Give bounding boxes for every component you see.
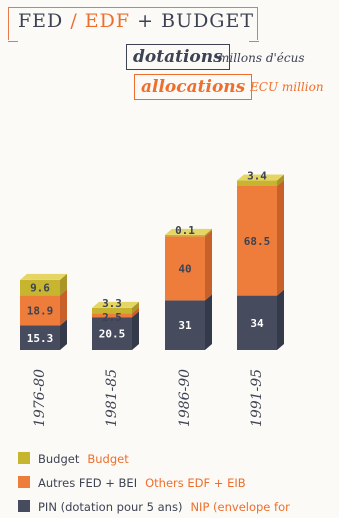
bar-segment-side: [60, 273, 67, 296]
bar-segment: [20, 325, 60, 350]
legend-swatch-budget: [18, 452, 30, 464]
bar-segment-side: [132, 311, 139, 350]
data-label: 31: [178, 319, 192, 332]
legend-label-fr: Autres FED + BEI: [38, 476, 138, 490]
title-fed: FED: [18, 10, 64, 32]
title-slash: /: [70, 10, 78, 32]
dotations-box: dotations: [126, 44, 230, 70]
x-tick-label: 1986-90: [177, 369, 193, 427]
bar-segment-side: [132, 301, 139, 314]
bar-segment-side: [277, 180, 284, 296]
bar-segment-side: [205, 228, 212, 237]
bar-segment: [20, 295, 60, 326]
legend-swatch-others: [18, 476, 30, 488]
bar-top-face: [92, 301, 139, 308]
bar-segment-side: [277, 174, 284, 186]
x-tick-label: 1976-80: [32, 369, 48, 427]
title-budget: + BUDGET: [137, 10, 255, 32]
data-label: 68.5: [244, 235, 271, 248]
data-label: 3.3: [102, 297, 122, 310]
bar-segment: [92, 307, 132, 314]
bar-segment: [237, 180, 277, 186]
bar-segment-side: [60, 289, 67, 326]
x-tick-label: 1991-95: [249, 369, 265, 427]
data-label: 34: [250, 317, 264, 330]
legend-item-others: Autres FED + BEI Others EDF + EIB: [18, 476, 246, 490]
bar-segment-side: [60, 319, 67, 350]
bar-segment-side: [205, 294, 212, 350]
bar-segment: [92, 317, 132, 350]
title-bracket: [7, 7, 259, 42]
bar-segment: [237, 295, 277, 350]
x-tick-label: 1981-85: [104, 369, 120, 427]
legend-label-en: Others EDF + EIB: [145, 476, 246, 490]
dotations-unit: millons d'écus: [218, 51, 305, 65]
bar-segment: [165, 300, 205, 350]
bar-segment: [92, 313, 132, 318]
bar-top-face: [237, 174, 284, 181]
legend-label-en: Budget: [87, 452, 129, 466]
legend-label-en: NIP (envelope for: [190, 500, 290, 514]
bar-segment: [237, 186, 277, 296]
legend-label-fr: PIN (dotation pour 5 ans): [38, 500, 183, 514]
allocations-unit: ECU million: [250, 80, 324, 94]
title-edf: EDF: [84, 10, 131, 32]
data-label: 2.5: [102, 311, 122, 324]
legend-item-budget: Budget Budget: [18, 452, 129, 466]
legend-item-pin: PIN (dotation pour 5 ans) NIP (envelope f…: [18, 500, 290, 514]
data-label: 0.1: [175, 224, 195, 237]
legend-label-fr: Budget: [38, 452, 80, 466]
bar-segment-side: [132, 307, 139, 318]
allocations-box: allocations: [134, 74, 253, 100]
data-label: 3.4: [247, 170, 267, 183]
data-label: 9.6: [30, 282, 50, 295]
bar-top-face: [165, 228, 212, 235]
data-label: 20.5: [99, 328, 126, 341]
data-label: 18.9: [27, 304, 54, 317]
chart-title: FED / EDF + BUDGET: [18, 10, 254, 32]
bar-segment-side: [277, 289, 284, 350]
bar-segment: [165, 236, 205, 301]
bar-segment-side: [205, 230, 212, 301]
bar-segment: [20, 279, 60, 296]
data-label: 15.3: [27, 332, 54, 345]
data-label: 40: [178, 262, 191, 275]
legend-swatch-pin: [18, 500, 30, 512]
bar-segment: [165, 234, 205, 237]
bar-top-face: [20, 273, 67, 280]
